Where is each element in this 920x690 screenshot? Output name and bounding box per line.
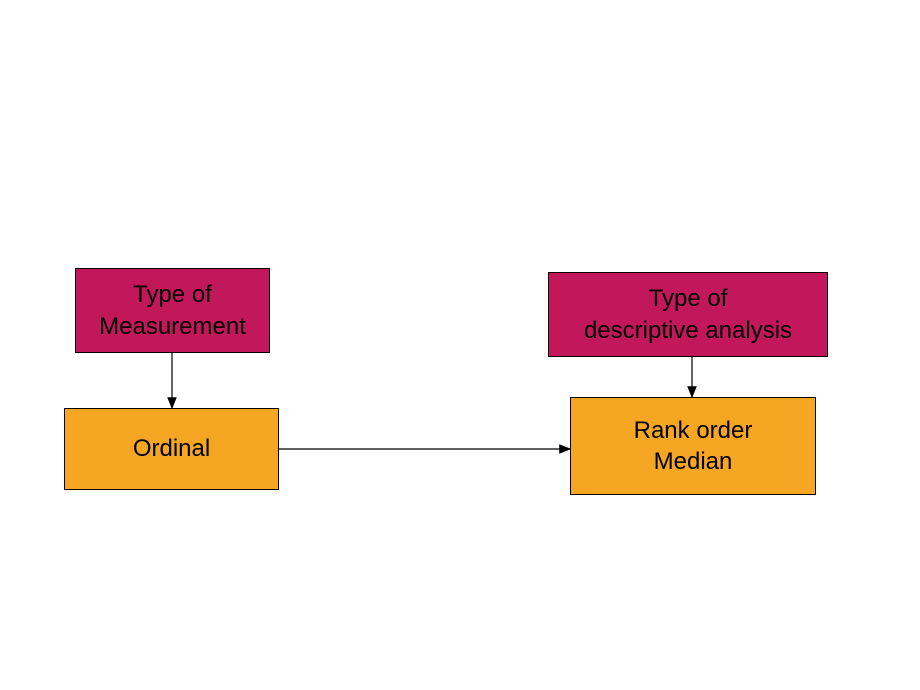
node-type-measurement: Type of Measurement xyxy=(75,268,270,353)
node-ordinal: Ordinal xyxy=(64,408,279,490)
node-rank-order: Rank order Median xyxy=(570,397,816,495)
node-label: Type of descriptive analysis xyxy=(584,283,792,345)
node-label: Rank order Median xyxy=(634,415,753,477)
node-label: Ordinal xyxy=(133,433,210,464)
node-label: Type of Measurement xyxy=(99,279,246,341)
node-type-descriptive: Type of descriptive analysis xyxy=(548,272,828,357)
